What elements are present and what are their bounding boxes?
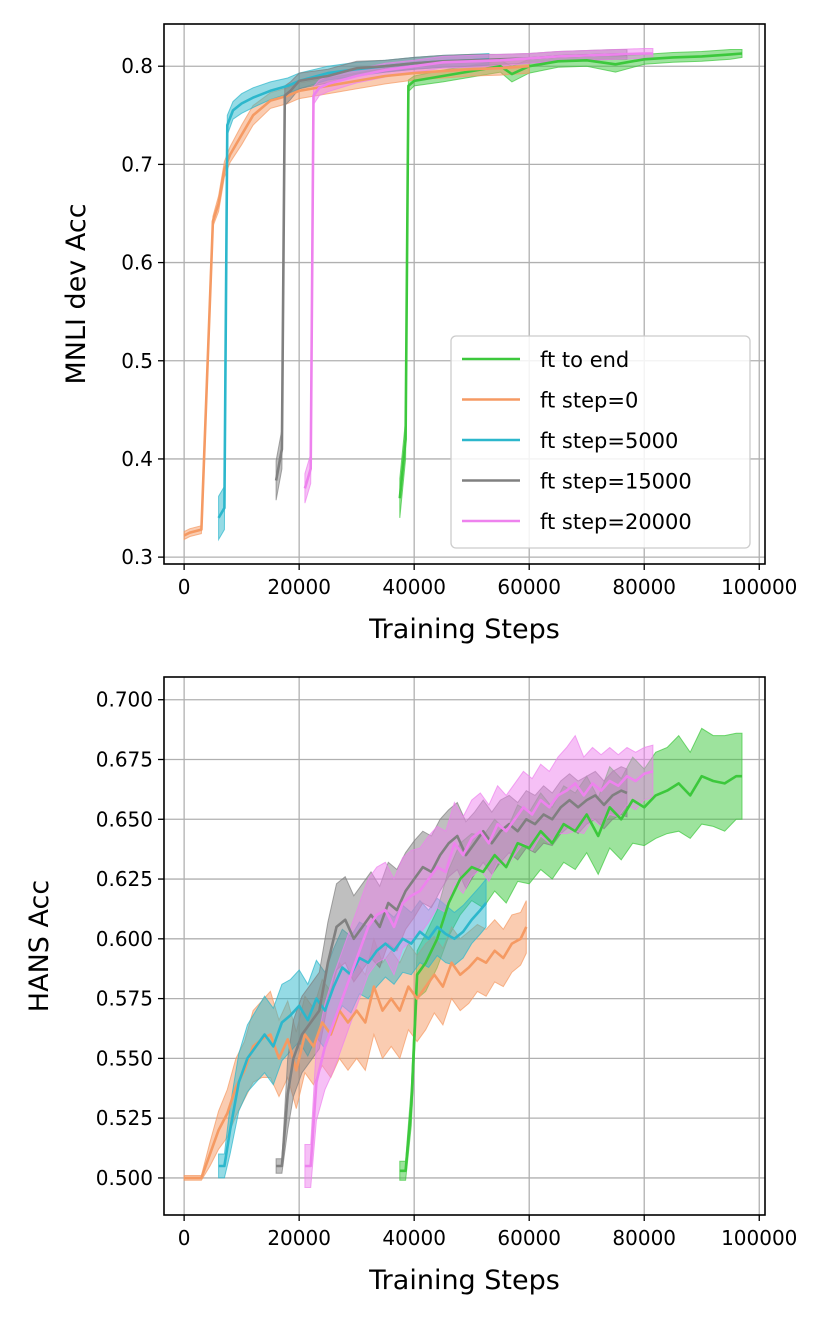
- y-tick-label: 0.600: [96, 927, 153, 951]
- y-axis-label: MNLI dev Acc: [61, 203, 92, 384]
- y-tick-label: 0.7: [121, 152, 153, 176]
- series-line-ft_step_5000: [217, 58, 489, 519]
- plot-area: [183, 48, 743, 542]
- x-tick-label: 0: [178, 1226, 191, 1250]
- plot-area: [183, 727, 743, 1188]
- legend-label-ft_step_5000: ft step=5000: [540, 429, 678, 453]
- legend-label-ft_step_15000: ft step=15000: [540, 470, 692, 494]
- y-tick-label: 0.3: [121, 545, 153, 569]
- x-axis-label: Training Steps: [368, 614, 560, 645]
- series-line-ft_step_20000: [303, 52, 653, 489]
- series-line-ft_step_15000: [276, 789, 628, 1168]
- hans-accuracy-chart: 0 20000 40000 60000 80000 100000 0.500 0.525 0.5…: [24, 676, 797, 1296]
- legend-label-ft_to_end: ft to end: [540, 348, 629, 372]
- y-tick-label: 0.575: [96, 987, 153, 1011]
- y-tick-label: 0.675: [96, 747, 153, 771]
- x-tick-label: 20000: [267, 1226, 331, 1250]
- y-tick-label: 0.700: [96, 688, 153, 712]
- y-tick-label: 0.5: [121, 349, 153, 373]
- y-tick-label: 0.550: [96, 1046, 153, 1070]
- legend: ft to end ft step=0 ft step=5000 ft step=15…: [450, 335, 751, 549]
- legend-label-ft_step_20000: ft step=20000: [540, 510, 692, 534]
- x-tick-label: 100000: [721, 1226, 797, 1250]
- x-tick-label: 20000: [267, 575, 331, 599]
- y-axis-label: HANS Acc: [24, 880, 55, 1012]
- x-tick-label: 0: [178, 575, 191, 599]
- y-tick-label: 0.500: [96, 1166, 153, 1190]
- y-tick-label: 0.4: [121, 447, 153, 471]
- y-tick-label: 0.6: [121, 251, 153, 275]
- x-tick-label: 80000: [612, 1226, 676, 1250]
- plot-frame: [163, 23, 766, 565]
- plot-frame: [163, 676, 766, 1216]
- x-tick-label: 40000: [382, 1226, 446, 1250]
- confidence-band-ft_step_5000: [218, 52, 490, 542]
- x-tick-label: 40000: [382, 575, 446, 599]
- x-tick-label: 80000: [612, 575, 676, 599]
- legend-label-ft_step_0: ft step=0: [540, 389, 638, 413]
- series-line-ft_step_0: [183, 64, 530, 537]
- series-line-ft_step_20000: [304, 770, 654, 1168]
- x-tick-label: 100000: [721, 575, 797, 599]
- x-tick-label: 60000: [497, 1226, 561, 1250]
- legend-box: [450, 335, 751, 549]
- series-line-ft_to_end: [399, 774, 742, 1173]
- x-axis-label: Training Steps: [368, 1265, 560, 1296]
- y-tick-label: 0.650: [96, 807, 153, 831]
- y-tick-label: 0.525: [96, 1106, 153, 1130]
- mnli-accuracy-chart: 0 20000 40000 60000 80000 100000 0.3 0.4 0.5 0.6 0…: [61, 23, 797, 645]
- y-tick-label: 0.625: [96, 867, 153, 891]
- x-tick-label: 60000: [497, 575, 561, 599]
- y-tick-label: 0.8: [121, 54, 153, 78]
